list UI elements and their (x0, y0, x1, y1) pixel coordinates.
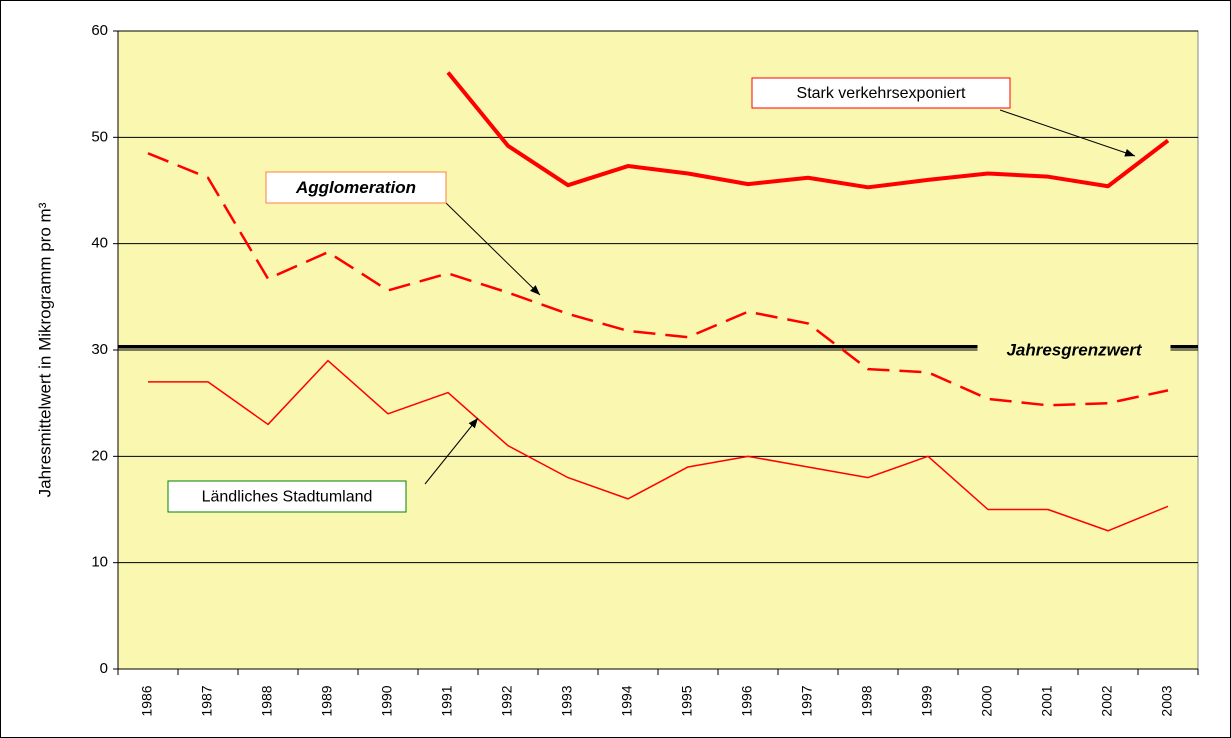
x-tick-label: 1996 (739, 685, 755, 716)
x-tick-label: 1993 (559, 685, 575, 716)
y-tick-label: 30 (91, 341, 108, 358)
x-tick-label: 1986 (139, 685, 155, 716)
x-tick-label: 2003 (1159, 685, 1175, 716)
x-tick-label: 1987 (199, 685, 215, 716)
y-tick-label: 60 (91, 22, 108, 39)
x-tick-label: 1989 (319, 685, 335, 716)
series-line (446, 71, 1170, 190)
y-tick-label: 10 (91, 554, 108, 571)
x-tick-label: 1998 (859, 685, 875, 716)
annotation-box (977, 334, 1171, 366)
annotation-arrow (444, 201, 541, 296)
x-tick-label: 2002 (1099, 685, 1115, 716)
y-tick-label: 0 (100, 660, 108, 677)
x-tick-label: 1994 (619, 685, 635, 716)
x-tick-label: 2000 (979, 685, 995, 716)
y-tick-label: 40 (91, 235, 108, 252)
y-tick-label: 50 (91, 128, 108, 145)
series-line (147, 152, 1169, 407)
x-tick-label: 1995 (679, 685, 695, 716)
x-tick-label: 1991 (439, 685, 455, 716)
annotation-label: Agglomeration (295, 178, 416, 197)
x-tick-label: 1997 (799, 685, 815, 716)
annotation-label: Ländliches Stadtumland (202, 489, 373, 506)
y-tick-label: 20 (91, 447, 108, 464)
y-axis-label: Jahresmittelwert in Mikrogramm pro m³ (35, 202, 54, 497)
series-line (148, 359, 1169, 532)
x-tick-label: 1999 (919, 685, 935, 716)
annotation-box (265, 171, 447, 204)
x-tick-label: 1988 (259, 685, 275, 716)
annotation-label: Jahresgrenzwert (1006, 340, 1142, 359)
annotation-arrow (424, 417, 479, 485)
x-tick-label: 1992 (499, 685, 515, 716)
annotation-label: Stark verkehrsexponiert (797, 85, 967, 102)
annotation-box (167, 480, 407, 513)
x-tick-label: 2001 (1039, 685, 1055, 716)
x-tick-label: 1990 (379, 685, 395, 716)
annotation-box (751, 77, 1011, 109)
annotation-arrow (999, 109, 1136, 157)
